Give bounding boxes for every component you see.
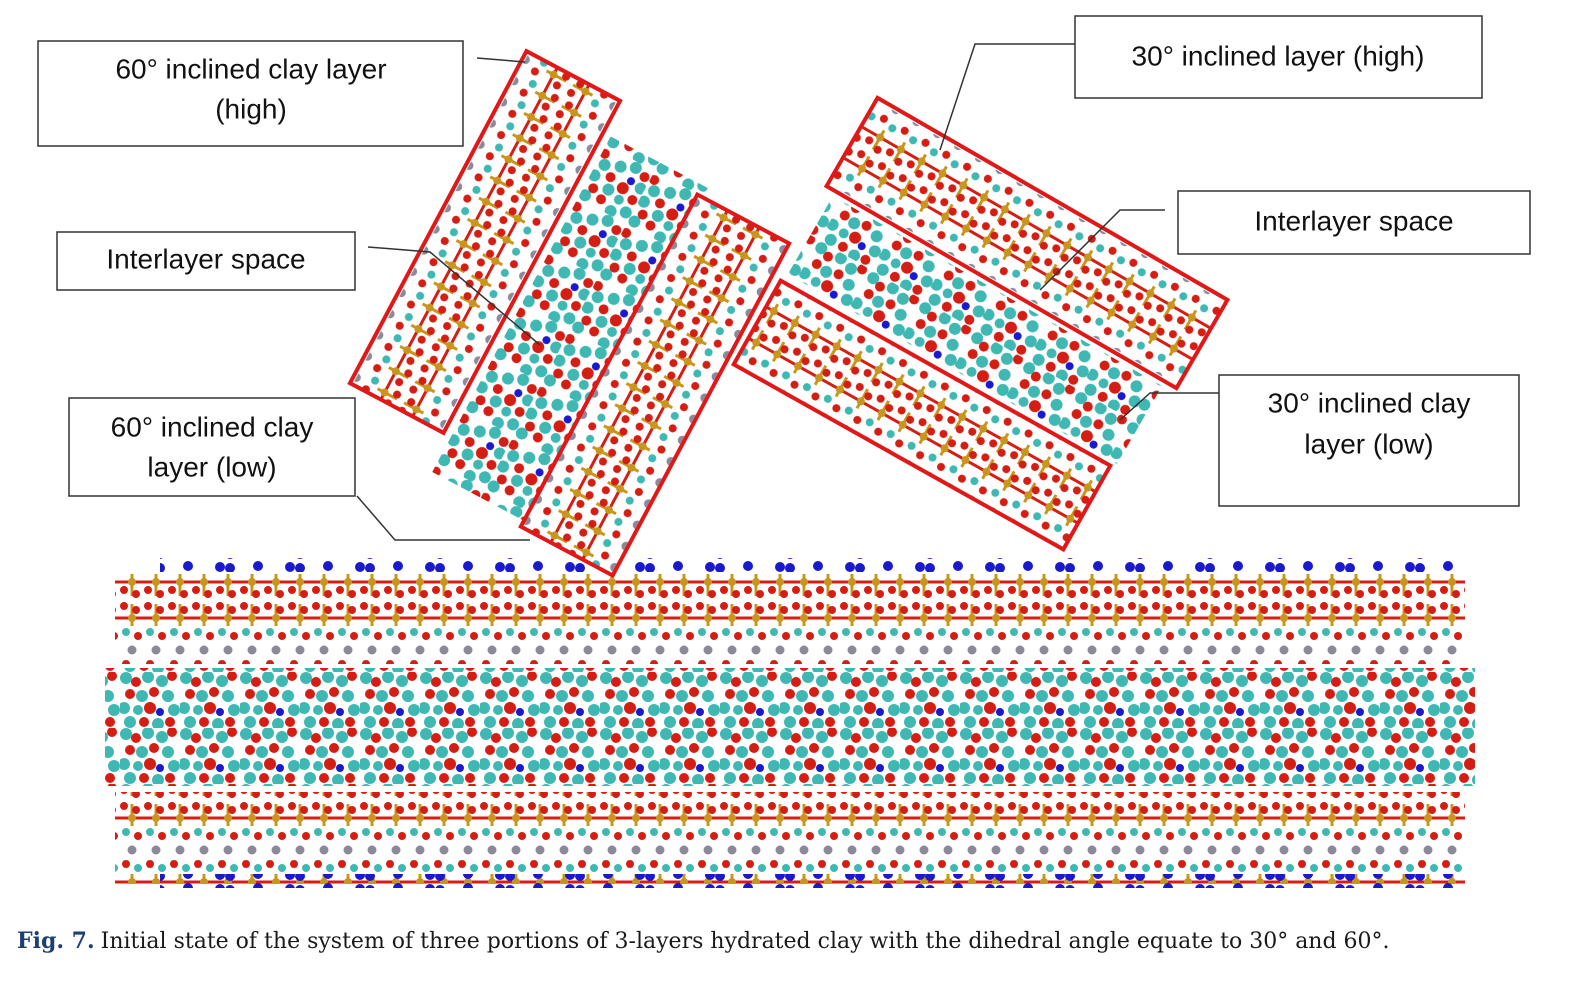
- label-line: 30° inclined clay: [1268, 387, 1471, 418]
- label-box: 60° inclined clay layer (high): [37, 40, 464, 147]
- label-line: 30° inclined layer (high): [1132, 40, 1425, 71]
- leader-line: [476, 57, 526, 63]
- label-line: layer (low): [1304, 428, 1433, 459]
- box: [68, 397, 356, 497]
- ions: [160, 874, 1470, 888]
- caption: Fig. 7. Initial state of the system of th…: [17, 928, 1567, 954]
- clay-layer: [828, 100, 1226, 386]
- box: [1074, 15, 1483, 99]
- leader-line: [1119, 392, 1219, 421]
- caption-text: Initial state of the system of three por…: [100, 929, 1390, 954]
- leaders: [356, 43, 1219, 541]
- leader-line: [356, 495, 530, 541]
- ions: [160, 558, 1470, 572]
- clay-60-low: [518, 191, 792, 579]
- box: [1218, 374, 1520, 507]
- label-box: Interlayer space: [56, 231, 356, 291]
- label-line: (high): [215, 93, 287, 124]
- water-block: [432, 136, 708, 524]
- label-line: Interlayer space: [106, 243, 305, 274]
- box: [1177, 190, 1531, 255]
- interlayer-water: [787, 196, 1163, 464]
- clay-layer: [115, 572, 1465, 664]
- caption-label: Fig. 7.: [17, 928, 95, 954]
- leader-line: [367, 246, 541, 346]
- label-box: 30° inclined layer (high): [1074, 15, 1483, 99]
- clay-layer: [352, 52, 618, 432]
- label-box: Interlayer space: [1177, 190, 1531, 255]
- leader-line: [1039, 209, 1165, 291]
- label-line: 60° inclined clay: [111, 411, 314, 442]
- label-line: 60° inclined clay layer: [115, 53, 386, 84]
- highlight-box: [347, 48, 623, 436]
- clay-30-high: [823, 95, 1231, 391]
- highlight-box: [823, 95, 1231, 391]
- box: [56, 231, 356, 291]
- clay-layer: [522, 195, 788, 575]
- highlight-box: [518, 191, 792, 579]
- label-line: Interlayer space: [1254, 205, 1453, 236]
- clay-60-high: [347, 48, 623, 436]
- clay-layer: [734, 282, 1110, 548]
- water-block: [787, 196, 1163, 464]
- label-line: layer (low): [147, 451, 276, 482]
- highlight-box: [730, 277, 1114, 553]
- leader-line: [939, 43, 1075, 151]
- clay-layer: [115, 792, 1465, 884]
- clay-30-low: [730, 277, 1114, 553]
- figure: 60° inclined clay layer (high) Interlaye…: [37, 15, 1531, 888]
- interlayer-water: [432, 136, 708, 524]
- label-box: 30° inclined clay layer (low): [1218, 374, 1520, 507]
- box: [37, 40, 464, 147]
- interlayer-water: [105, 668, 1475, 786]
- label-box: 60° inclined clay layer (low): [68, 397, 356, 497]
